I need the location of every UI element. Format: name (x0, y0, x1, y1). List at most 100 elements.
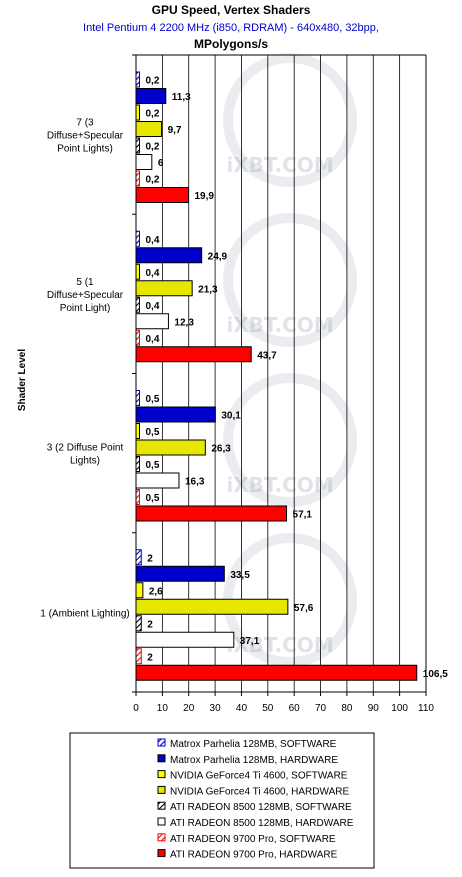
watermark-text: iXBT.COM (226, 153, 333, 177)
bar (135, 439, 206, 456)
data-label: 0,5 (146, 460, 160, 471)
legend-swatch (157, 833, 166, 842)
bar (135, 280, 193, 297)
data-label: 26,3 (211, 444, 231, 455)
watermark-text: iXBT.COM (226, 633, 333, 657)
data-label: 0,4 (146, 334, 160, 345)
x-tick-label: 20 (183, 703, 195, 714)
data-label: 33,5 (230, 570, 250, 581)
x-tick-label: 30 (210, 703, 222, 714)
legend-label: ATI RADEON 9700 Pro, SOFTWARE (170, 834, 336, 845)
data-label: 0,2 (146, 175, 160, 186)
chart-unit: MPolygons/s (194, 37, 268, 51)
legend-label: ATI RADEON 8500 128MB, SOFTWARE (170, 802, 352, 813)
bar (135, 104, 140, 121)
legend-swatch (157, 817, 166, 826)
legend-swatch (157, 738, 166, 747)
legend-swatch (157, 849, 166, 858)
bar (135, 346, 252, 363)
data-label: 0,4 (146, 235, 160, 246)
data-label: 19,9 (194, 191, 214, 202)
legend-swatch (157, 785, 166, 794)
x-tick-label: 40 (236, 703, 248, 714)
data-label: 2 (147, 619, 153, 630)
x-tick-label: 70 (315, 703, 327, 714)
data-label: 6 (158, 158, 164, 169)
bar (135, 121, 163, 137)
data-label: 0,4 (146, 301, 160, 312)
x-tick-label: 110 (418, 703, 434, 714)
legend-swatch (157, 754, 166, 763)
bar (135, 187, 189, 203)
data-label: 12,3 (174, 317, 194, 328)
data-label: 57,1 (293, 510, 313, 521)
bars: 0,2 11,3 0,2 9,7 0,2 6 0,2 19,9 7 (3 Diffuse+Spec… (40, 71, 448, 681)
data-label: 2,6 (149, 586, 163, 597)
x-tick-label: 10 (157, 703, 169, 714)
bar (135, 263, 140, 280)
plot-background (136, 55, 426, 692)
watermark-text: iXBT.COM (226, 473, 333, 497)
legend-label: Matrox Parhelia 128MB, SOFTWARE (170, 739, 337, 750)
data-label: 106,5 (423, 669, 448, 680)
chart-subtitle: Intel Pentium 4 2200 MHz (i850, RDRAM) -… (83, 22, 379, 34)
watermark-ring (223, 373, 357, 507)
data-label: 2 (147, 652, 153, 663)
data-label: 0,2 (146, 109, 160, 120)
bar (135, 313, 169, 330)
bar (135, 615, 142, 632)
category-label: 3 (2 Diffuse Point Lights) (47, 443, 124, 467)
data-label: 0,2 (146, 76, 160, 87)
legend: Matrox Parhelia 128MB, SOFTWARE Matrox Pa… (69, 732, 375, 869)
watermark-ring (223, 213, 357, 347)
category-label: 7 (3 Diffuse+Specular Point Lights) (47, 118, 124, 155)
x-tick-label: 100 (391, 703, 408, 714)
bar (135, 247, 203, 264)
bar (135, 230, 140, 247)
legend-label: NVIDIA GeForce4 Ti 4600, HARDWARE (170, 786, 349, 797)
legend-label: ATI RADEON 8500 128MB, HARDWARE (170, 818, 354, 829)
data-label: 24,9 (208, 251, 228, 262)
bar (135, 664, 418, 681)
axes: 0 10 20 30 40 50 60 70 80 90 100 110 (132, 54, 434, 714)
x-tick-label: 0 (133, 703, 139, 714)
bar (135, 423, 140, 439)
legend-label: Matrox Parhelia 128MB, HARDWARE (170, 755, 338, 766)
bar (135, 565, 225, 582)
bar (135, 296, 140, 313)
data-label: 11,3 (172, 92, 191, 103)
watermark-text: iXBT.COM (226, 313, 333, 337)
y-axis-label: Shader Level (17, 349, 28, 411)
data-label: 16,3 (185, 477, 205, 488)
x-tick-label: 90 (368, 703, 380, 714)
data-label: 0,5 (146, 394, 160, 405)
bar (135, 505, 288, 522)
x-tick-label: 50 (262, 703, 274, 714)
data-label: 0,5 (146, 493, 160, 504)
legend-label: NVIDIA GeForce4 Ti 4600, SOFTWARE (170, 771, 348, 782)
bar (135, 406, 216, 423)
chart-title: GPU Speed, Vertex Shaders (152, 3, 311, 17)
bar (135, 472, 180, 489)
bar (135, 154, 153, 170)
bar (135, 71, 140, 88)
bar (135, 489, 140, 505)
bar (135, 648, 142, 665)
bar (135, 88, 167, 104)
data-label: 0,4 (146, 268, 160, 279)
bar (135, 598, 289, 615)
bar (135, 137, 140, 154)
data-label: 57,6 (294, 603, 314, 614)
data-label: 43,7 (257, 350, 277, 361)
legend-label: ATI RADEON 9700 Pro, HARDWARE (170, 850, 338, 861)
bar (135, 631, 235, 648)
data-label: 21,3 (198, 284, 218, 295)
x-tick-label: 60 (289, 703, 301, 714)
plot-area (136, 55, 426, 692)
watermark-group: iXBT.COM iXBT.COM iXBT.COM iXBT.COM (223, 53, 357, 667)
data-label: 0,5 (146, 427, 160, 438)
bar (135, 170, 140, 187)
data-label: 30,1 (221, 411, 241, 422)
legend-box (69, 732, 375, 869)
